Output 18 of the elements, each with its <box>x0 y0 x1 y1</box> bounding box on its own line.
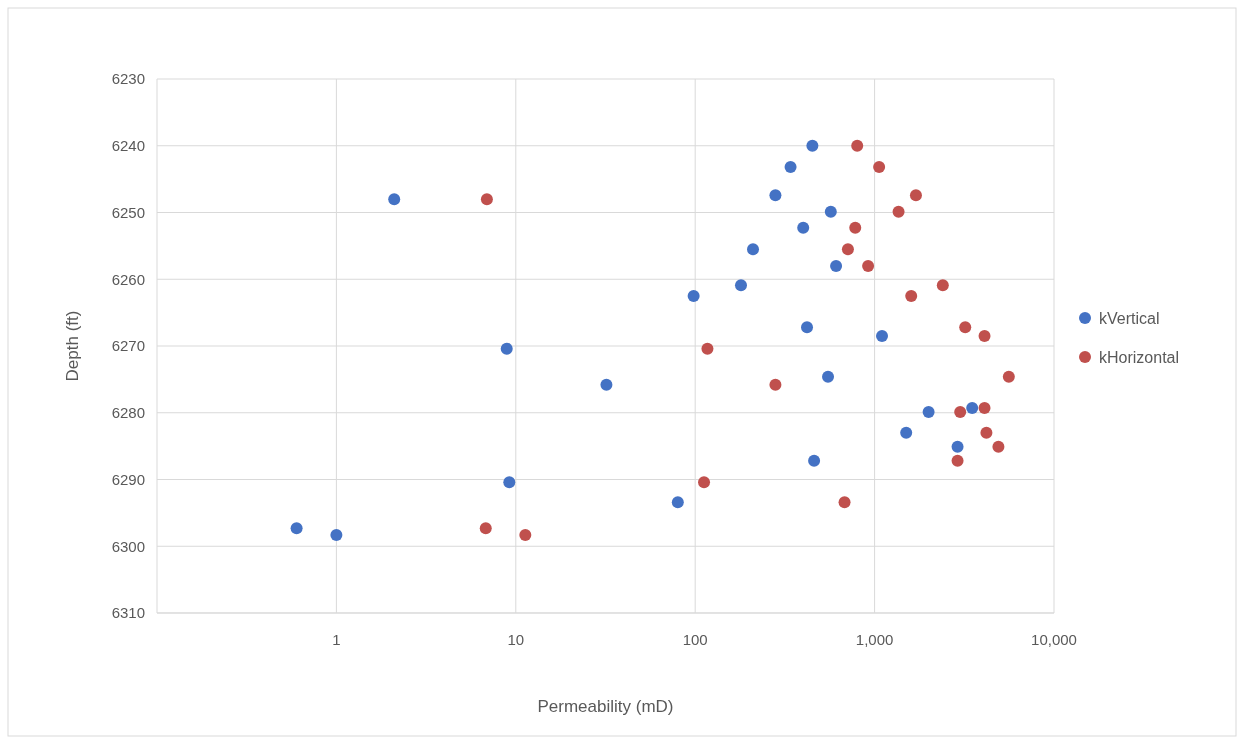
y-tick-label: 6290 <box>111 470 145 488</box>
x-tick-label: 10 <box>507 631 525 648</box>
x-tick-label: 1,000 <box>855 631 894 648</box>
x-tick-label: 100 <box>682 631 708 648</box>
y-tick-label: 6250 <box>111 203 145 221</box>
x-axis-title: Permeability (mD) <box>537 697 674 716</box>
y-tick-label: 6230 <box>111 70 145 88</box>
y-tick-label: 6310 <box>111 604 145 622</box>
y-tick-label: 6300 <box>111 537 145 555</box>
y-tick-label: 6260 <box>111 270 145 288</box>
x-tick-label: 10,000 <box>1031 631 1077 648</box>
y-tick-label: 6280 <box>111 404 145 421</box>
x-tick-label: 1 <box>332 631 341 648</box>
y-tick-label: 6270 <box>111 337 145 355</box>
y-axis-title: Depth (ft) <box>63 310 82 382</box>
legend-label: kVertical <box>1099 309 1160 327</box>
legend-label: kHorizontal <box>1099 348 1180 366</box>
y-tick-label: 6240 <box>111 137 145 154</box>
